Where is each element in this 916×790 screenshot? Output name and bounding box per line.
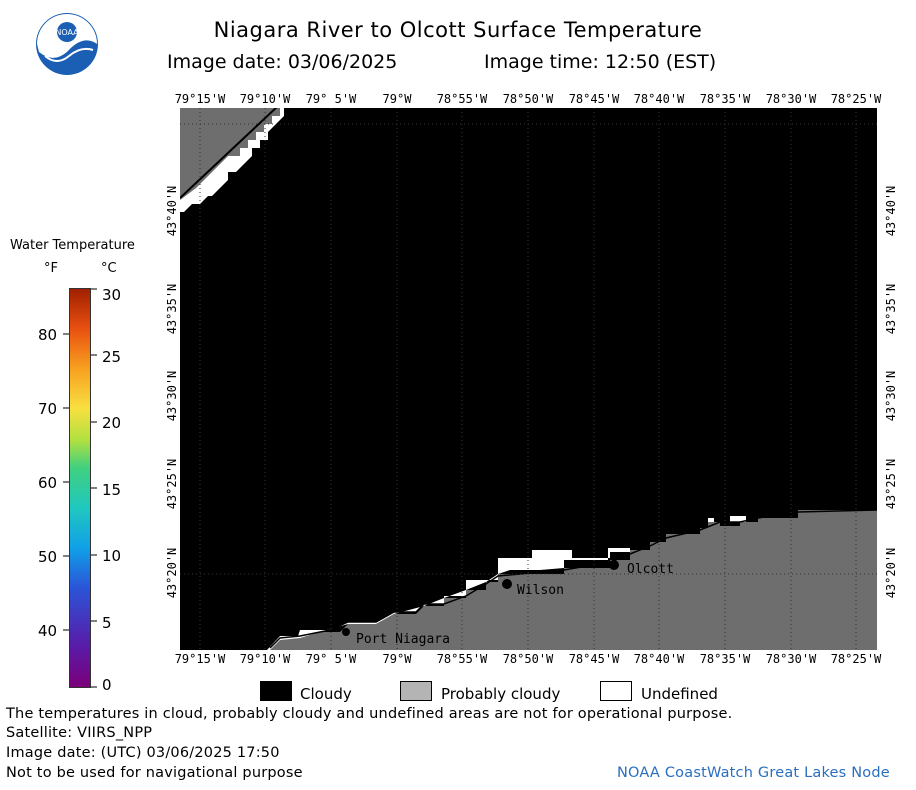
lon-label: 79°15'W: [174, 92, 226, 106]
noaa-logo: NOAA: [35, 12, 99, 76]
logo-text: NOAA: [55, 28, 79, 37]
legend-swatch-probably-cloudy: [400, 681, 432, 701]
lon-label: 78°35'W: [699, 92, 751, 106]
lon-label: 78°40'W: [633, 652, 685, 666]
footer-disclaimer: The temperatures in cloud, probably clou…: [6, 706, 733, 722]
c-tick: 30: [102, 286, 122, 304]
footer-navigation-warning: Not to be used for navigational purpose: [6, 765, 303, 781]
c-tick: 20: [102, 414, 122, 432]
colorbar-title: Water Temperature: [10, 238, 135, 253]
place-label-olcott: Olcott: [627, 562, 674, 577]
port-niagara-marker: [342, 628, 350, 636]
lon-label: 79° 5'W: [305, 92, 357, 106]
legend-swatch-cloudy: [260, 681, 292, 701]
colorbar: [69, 288, 91, 688]
lat-label: 43°25'N: [884, 458, 898, 510]
lat-label: 43°25'N: [165, 458, 179, 510]
lat-label: 43°40'N: [165, 185, 179, 237]
land-northwest: [180, 108, 280, 200]
lon-label: 78°25'W: [830, 92, 882, 106]
f-tick: 70: [38, 400, 58, 418]
legend-label-probably-cloudy: Probably cloudy: [441, 685, 561, 703]
lon-label: 78°45'W: [568, 652, 620, 666]
map-panel: Port Niagara Wilson Olcott: [179, 105, 878, 650]
map-svg: Port Niagara Wilson Olcott: [179, 105, 878, 650]
c-tick: 0: [102, 676, 112, 694]
lon-label: 78°30'W: [765, 92, 817, 106]
lon-label: 79° 5'W: [305, 652, 357, 666]
legend-swatch-undefined: [600, 681, 632, 701]
footer-utc-date: Image date: (UTC) 03/06/2025 17:50: [6, 745, 280, 761]
c-tick: 25: [102, 348, 122, 366]
undefined-shore-northwest: [180, 108, 284, 212]
c-tick: 15: [102, 481, 122, 499]
f-tick: 80: [38, 326, 58, 344]
lon-label: 78°55'W: [436, 652, 488, 666]
undefined-shore-south: [267, 548, 630, 650]
lat-label: 43°30'N: [884, 370, 898, 422]
lon-label: 78°40'W: [633, 92, 685, 106]
lat-label: 43°35'N: [165, 283, 179, 335]
legend-label-undefined: Undefined: [641, 685, 718, 703]
c-tick: 5: [102, 614, 112, 632]
f-tick: 60: [38, 474, 58, 492]
legend-label-cloudy: Cloudy: [300, 685, 352, 703]
place-label-port-niagara: Port Niagara: [356, 632, 450, 647]
f-tick: 50: [38, 548, 58, 566]
wilson-marker: [502, 579, 512, 589]
footer-credit-link[interactable]: NOAA CoastWatch Great Lakes Node: [617, 765, 890, 781]
c-tick: 10: [102, 547, 122, 565]
lon-label: 78°50'W: [502, 652, 554, 666]
olcott-marker: [609, 560, 619, 570]
lon-label: 78°35'W: [699, 652, 751, 666]
lon-label: 78°55'W: [436, 92, 488, 106]
lon-label: 78°45'W: [568, 92, 620, 106]
colorbar-unit-f: °F: [44, 261, 58, 276]
image-date: Image date: 03/06/2025: [167, 51, 398, 73]
f-tick: 40: [38, 622, 58, 640]
lat-label: 43°40'N: [884, 185, 898, 237]
lon-label: 78°50'W: [502, 92, 554, 106]
lon-label: 79°W: [382, 652, 412, 666]
lon-label: 79°15'W: [174, 652, 226, 666]
lon-label: 78°30'W: [765, 652, 817, 666]
lat-label: 43°35'N: [884, 283, 898, 335]
lat-label: 43°20'N: [165, 547, 179, 599]
place-label-wilson: Wilson: [517, 583, 564, 598]
lon-label: 79°W: [382, 92, 412, 106]
lon-label: 79°10'W: [239, 652, 291, 666]
footer-satellite: Satellite: VIIRS_NPP: [6, 725, 153, 741]
lon-label: 79°10'W: [239, 92, 291, 106]
colorbar-tick-marks: [63, 288, 97, 688]
lat-label: 43°20'N: [884, 547, 898, 599]
lon-label: 78°25'W: [830, 652, 882, 666]
lat-label: 43°30'N: [165, 370, 179, 422]
image-time: Image time: 12:50 (EST): [484, 51, 717, 73]
graticule: [180, 108, 877, 650]
colorbar-unit-c: °C: [101, 261, 117, 276]
page-title: Niagara River to Olcott Surface Temperat…: [213, 18, 703, 42]
